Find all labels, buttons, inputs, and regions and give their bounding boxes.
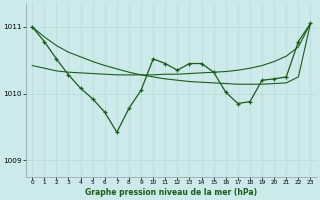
X-axis label: Graphe pression niveau de la mer (hPa): Graphe pression niveau de la mer (hPa) <box>85 188 257 197</box>
